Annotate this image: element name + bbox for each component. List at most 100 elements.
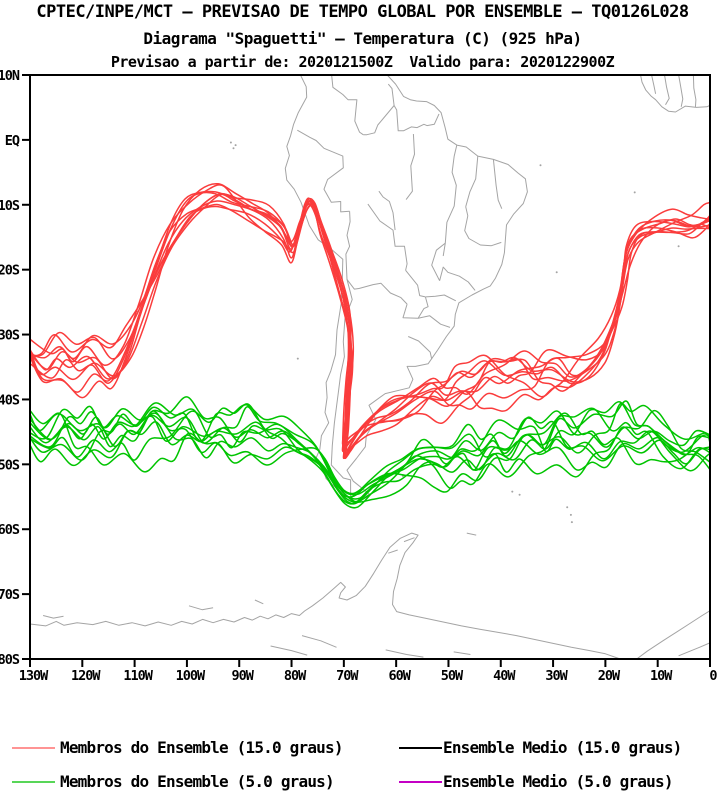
lon-tick-label: 80W <box>284 668 307 684</box>
ensemble-member-line <box>30 203 710 454</box>
africa-coastline <box>640 75 710 113</box>
country-state-border <box>425 294 457 302</box>
ensemble-member-line <box>30 400 710 496</box>
legend-label-members-15: Membros do Ensemble (15.0 graus) <box>60 738 343 757</box>
lon-tick-label: 120W <box>71 668 101 684</box>
country-state-border <box>408 336 433 360</box>
country-state-border <box>331 75 364 136</box>
ensemble-member-line <box>30 414 710 495</box>
island-dot <box>677 245 680 248</box>
page-title: CPTEC/INPE/MCT — PREVISAO DE TEMPO GLOBA… <box>36 2 689 22</box>
lon-tick-label: 30W <box>545 668 568 684</box>
ensemble-member-line <box>30 402 710 505</box>
country-state-border <box>465 156 479 207</box>
legend-row-15-graus: Membros do Ensemble (15.0 graus) Ensembl… <box>0 738 725 758</box>
lon-tick-label: 50W <box>441 668 464 684</box>
island-dot <box>234 144 237 147</box>
africa-border <box>664 75 670 106</box>
legend-row-5-graus: Membros do Ensemble (5.0 graus) Ensemble… <box>0 772 725 792</box>
legend-swatch-members-5 <box>12 781 55 783</box>
lat-tick-label: 10S <box>0 198 20 214</box>
africa-border <box>651 75 657 94</box>
island-dot <box>566 506 569 509</box>
legend-swatch-members-15 <box>12 747 55 749</box>
ensemble-members-15c <box>30 182 710 460</box>
lon-tick-label: 90W <box>232 668 255 684</box>
lon-tick-label: 110W <box>123 668 153 684</box>
ensemble-member-line <box>30 406 710 505</box>
subtitle-validity: Previsao a partir de: 2020121500Z Valido… <box>110 53 615 71</box>
island-dot <box>569 513 572 516</box>
lon-tick-label: 0 <box>709 668 717 684</box>
island-outline <box>453 651 471 655</box>
island-outline <box>188 605 214 611</box>
lat-tick-label: 50S <box>0 457 20 473</box>
lon-tick-label: 20W <box>598 668 621 684</box>
antarctica-coastline <box>635 610 710 659</box>
country-state-border <box>442 144 458 257</box>
lat-tick-label: 60S <box>0 522 20 538</box>
island-outline <box>254 599 264 605</box>
country-state-border <box>367 203 408 271</box>
country-state-border <box>345 211 360 290</box>
legend-label-mean-5: Ensemble Medio (5.0 graus) <box>443 772 673 791</box>
country-state-border <box>378 190 396 231</box>
lon-tick-label: 10W <box>650 668 673 684</box>
lat-tick-label: 20S <box>0 263 20 279</box>
island-dot <box>539 164 542 167</box>
lat-tick-label: 40S <box>0 392 20 408</box>
country-state-border <box>330 279 353 497</box>
country-state-border <box>297 129 350 213</box>
lon-tick-label: 130W <box>19 668 49 684</box>
island-dot <box>518 493 521 496</box>
lon-tick-label: 100W <box>176 668 206 684</box>
ensemble-members-5c <box>30 396 710 509</box>
legend-swatch-mean-15 <box>399 747 442 749</box>
island-outline <box>42 615 64 619</box>
country-state-border <box>492 159 503 209</box>
island-dot <box>511 490 514 493</box>
legend-label-members-5: Membros do Ensemble (5.0 graus) <box>60 772 335 791</box>
antarctica-coastline <box>30 532 621 659</box>
lon-tick-label: 70W <box>336 668 359 684</box>
country-state-border <box>387 83 440 132</box>
island-dot <box>633 191 636 194</box>
country-state-border <box>439 266 476 291</box>
lat-tick-label: EQ <box>5 133 20 149</box>
island-dot <box>232 147 235 150</box>
island-dot <box>555 271 558 274</box>
lon-tick-label: 40W <box>493 668 516 684</box>
coastlines <box>30 75 710 659</box>
ensemble-member-line <box>30 405 710 503</box>
country-state-border <box>363 105 395 136</box>
island-dot <box>229 141 232 144</box>
lat-tick-label: 30S <box>0 328 20 344</box>
island-outline <box>403 537 415 543</box>
legend-swatch-mean-5 <box>399 781 442 783</box>
lon-tick-label: 60W <box>388 668 411 684</box>
map-plot-area <box>30 75 710 659</box>
country-state-border <box>417 315 451 328</box>
island-outline <box>466 532 477 536</box>
island-outline <box>678 642 710 657</box>
island-dot <box>296 357 299 360</box>
ensemble-member-line <box>30 402 710 498</box>
island-outline <box>301 635 337 648</box>
subtitle-variable: Diagrama "Spaguetti" — Temperatura (C) (… <box>143 29 582 48</box>
lat-tick-label: 80S <box>0 652 20 668</box>
africa-border <box>678 75 684 107</box>
lat-tick-label: 10N <box>0 68 20 84</box>
island-outline <box>388 549 398 554</box>
island-outline <box>385 649 424 658</box>
country-state-border <box>431 242 446 281</box>
country-state-border <box>464 206 502 247</box>
island-outline <box>270 645 308 656</box>
ensemble-member-line <box>30 396 710 503</box>
south-america-coastline <box>284 75 528 500</box>
lat-tick-label: 70S <box>0 587 20 603</box>
country-state-border <box>358 282 408 305</box>
country-state-border <box>405 133 415 200</box>
